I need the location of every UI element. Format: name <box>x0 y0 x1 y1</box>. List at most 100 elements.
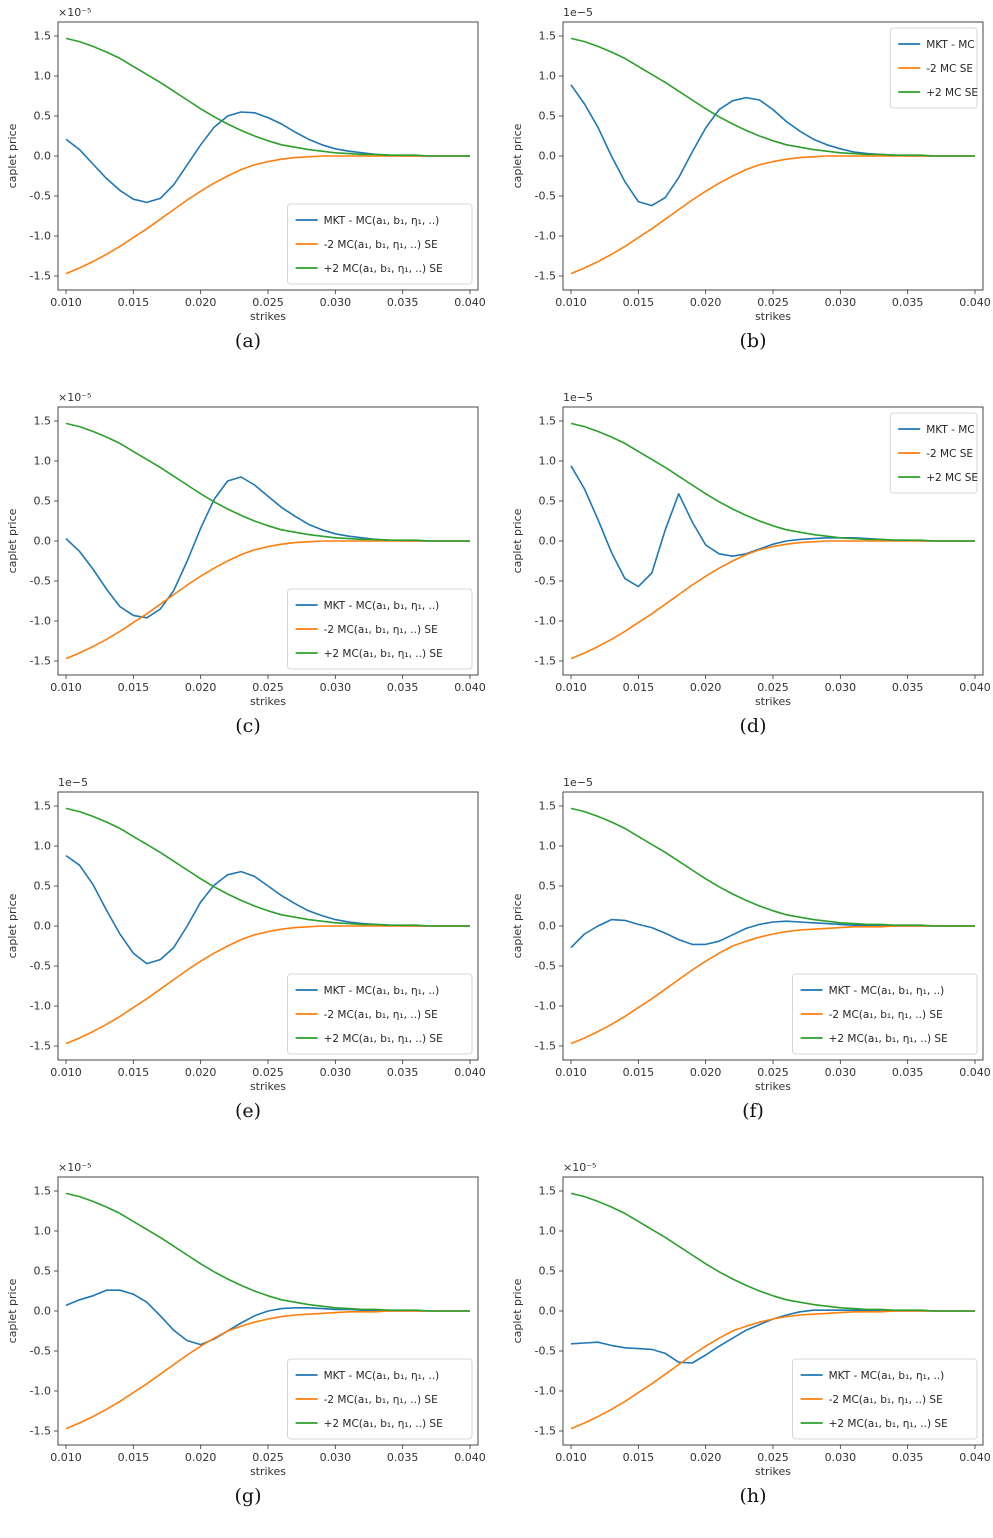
x-tick-label: 0.020 <box>185 296 217 309</box>
legend-entry: +2 MC(a₁, b₁, η₁, ..) SE <box>829 1418 948 1430</box>
legend-entry: -2 MC(a₁, b₁, η₁, ..) SE <box>829 1394 943 1406</box>
y-tick-label: -1.0 <box>30 1385 51 1398</box>
x-tick-label: 0.025 <box>252 296 284 309</box>
x-axis-label: strikes <box>250 310 286 323</box>
y-tick-label: -0.5 <box>535 575 556 588</box>
x-tick-label: 0.035 <box>387 681 419 694</box>
y-tick-label: 1.5 <box>539 1185 557 1198</box>
chart-svg: 1.5 1.0 0.5 0.0 -0.5 -1.0 -1.5 0.010 0.015 0.020 0… <box>511 776 991 1093</box>
x-tick-label: 0.020 <box>690 296 722 309</box>
x-tick-label: 0.025 <box>757 296 789 309</box>
y-tick-label: -0.5 <box>30 190 51 203</box>
y-tick-label: 1.5 <box>539 800 557 813</box>
legend: MKT - MC(a₁, b₁, η₁, ..) -2 MC(a₁, b₁, η₁… <box>792 973 978 1055</box>
x-tick-label: 0.030 <box>320 1066 352 1079</box>
x-tick-label: 0.040 <box>959 681 991 694</box>
series-line-3 <box>570 807 975 927</box>
x-tick-label: 0.035 <box>892 1451 924 1464</box>
axis-multiplier-label: 1e−5 <box>563 6 593 19</box>
x-tick-label: 0.015 <box>623 296 655 309</box>
series-line-2 <box>570 540 975 660</box>
subfigure-caption: (e) <box>234 1100 262 1122</box>
series-line-2 <box>570 155 975 275</box>
x-tick-label: 0.010 <box>50 1451 82 1464</box>
legend-entry: +2 MC(a₁, b₁, η₁, ..) SE <box>324 648 443 660</box>
y-tick-label: 1.5 <box>34 30 52 43</box>
x-tick-label: 0.030 <box>825 1066 857 1079</box>
x-tick-label: 0.030 <box>825 681 857 694</box>
legend-entry: MKT - MC(a₁, b₁, η₁, ..) <box>324 215 440 227</box>
y-tick-label: 1.0 <box>34 840 52 853</box>
x-tick-label: 0.040 <box>959 1451 991 1464</box>
y-tick-label: -1.5 <box>30 655 51 668</box>
y-tick-label: 1.0 <box>539 455 557 468</box>
y-tick-label: 0.5 <box>34 1265 52 1278</box>
y-tick-label: 1.5 <box>34 1185 52 1198</box>
x-tick-label: 0.030 <box>825 1451 857 1464</box>
legend-entry: MKT - MC(a₁, b₁, η₁, ..) <box>829 985 945 997</box>
y-tick-label: 1.5 <box>539 30 557 43</box>
series-line-3 <box>65 807 470 927</box>
legend: MKT - MC(a₁, b₁, η₁, ..) -2 MC(a₁, b₁, η₁… <box>287 1358 473 1440</box>
legend-entry: -2 MC SE <box>926 63 973 75</box>
y-tick-label: 1.0 <box>539 70 557 83</box>
y-axis-label: caplet price <box>511 1278 524 1343</box>
chart-panel: 1.5 1.0 0.5 0.0 -0.5 -1.0 -1.5 0.010 0.015 0.020 0… <box>0 385 496 768</box>
x-tick-label: 0.040 <box>454 681 486 694</box>
y-axis-label: caplet price <box>6 1278 19 1343</box>
chart-panel: 1.5 1.0 0.5 0.0 -0.5 -1.0 -1.5 0.010 0.015 0.020 0… <box>505 1155 993 1538</box>
series-line-3 <box>65 422 470 542</box>
chart-svg: 1.5 1.0 0.5 0.0 -0.5 -1.0 -1.5 0.010 0.015 0.020 0… <box>6 6 486 323</box>
x-tick-label: 0.040 <box>959 296 991 309</box>
y-tick-label: -0.5 <box>535 190 556 203</box>
y-axis-label: caplet price <box>511 508 524 573</box>
x-tick-label: 0.020 <box>690 681 722 694</box>
axis-multiplier-label: ×10⁻⁵ <box>563 1161 596 1174</box>
x-tick-label: 0.010 <box>50 1066 82 1079</box>
x-tick-label: 0.020 <box>690 1066 722 1079</box>
chart-svg: 1.5 1.0 0.5 0.0 -0.5 -1.0 -1.5 0.010 0.015 0.020 0… <box>6 1161 486 1478</box>
y-tick-label: 1.0 <box>34 1225 52 1238</box>
y-tick-label: -1.0 <box>30 615 51 628</box>
y-tick-label: 1.0 <box>34 455 52 468</box>
legend-entry: +2 MC SE <box>926 87 978 99</box>
axis-multiplier-label: 1e−5 <box>563 391 593 404</box>
x-tick-label: 0.015 <box>623 1066 655 1079</box>
y-tick-label: -1.0 <box>535 1385 556 1398</box>
x-tick-label: 0.025 <box>757 681 789 694</box>
x-tick-label: 0.030 <box>320 681 352 694</box>
y-tick-label: 0.0 <box>539 150 557 163</box>
x-tick-label: 0.035 <box>387 1451 419 1464</box>
subfigure-caption: (a) <box>234 330 262 352</box>
y-tick-label: 0.5 <box>34 495 52 508</box>
axis-multiplier-label: 1e−5 <box>563 776 593 789</box>
x-tick-label: 0.025 <box>252 1066 284 1079</box>
series-line-3 <box>65 1192 470 1312</box>
subfigure-caption: (h) <box>739 1485 767 1507</box>
y-tick-label: 0.0 <box>34 150 52 163</box>
y-tick-label: -0.5 <box>30 575 51 588</box>
y-tick-label: 0.0 <box>34 1305 52 1318</box>
x-tick-label: 0.020 <box>185 1066 217 1079</box>
legend-entry: MKT - MC(a₁, b₁, η₁, ..) <box>324 1370 440 1382</box>
x-tick-label: 0.040 <box>959 1066 991 1079</box>
x-tick-label: 0.040 <box>454 1066 486 1079</box>
legend-entry: +2 MC SE <box>926 472 978 484</box>
x-tick-label: 0.010 <box>555 296 587 309</box>
legend: MKT - MC(a₁, b₁, η₁, ..) -2 MC(a₁, b₁, η₁… <box>287 973 473 1055</box>
legend: MKT - MC(a₁, b₁, η₁, ..) -2 MC(a₁, b₁, η₁… <box>287 203 473 285</box>
chart-panel: 1.5 1.0 0.5 0.0 -0.5 -1.0 -1.5 0.010 0.015 0.020 0… <box>0 0 496 383</box>
legend-entry: MKT - MC(a₁, b₁, η₁, ..) <box>829 1370 945 1382</box>
series-line-3 <box>570 422 975 542</box>
y-tick-label: 0.5 <box>34 880 52 893</box>
x-axis-label: strikes <box>250 1080 286 1093</box>
y-tick-label: -1.5 <box>535 1040 556 1053</box>
x-tick-label: 0.025 <box>252 1451 284 1464</box>
x-tick-label: 0.010 <box>555 1066 587 1079</box>
legend: MKT - MC -2 MC SE +2 MC SE <box>889 412 978 494</box>
x-tick-label: 0.035 <box>892 296 924 309</box>
chart-panel: 1.5 1.0 0.5 0.0 -0.5 -1.0 -1.5 0.010 0.015 0.020 0… <box>0 770 496 1153</box>
x-tick-label: 0.035 <box>892 681 924 694</box>
x-tick-label: 0.015 <box>118 1066 150 1079</box>
chart-svg: 1.5 1.0 0.5 0.0 -0.5 -1.0 -1.5 0.010 0.015 0.020 0… <box>6 391 486 708</box>
